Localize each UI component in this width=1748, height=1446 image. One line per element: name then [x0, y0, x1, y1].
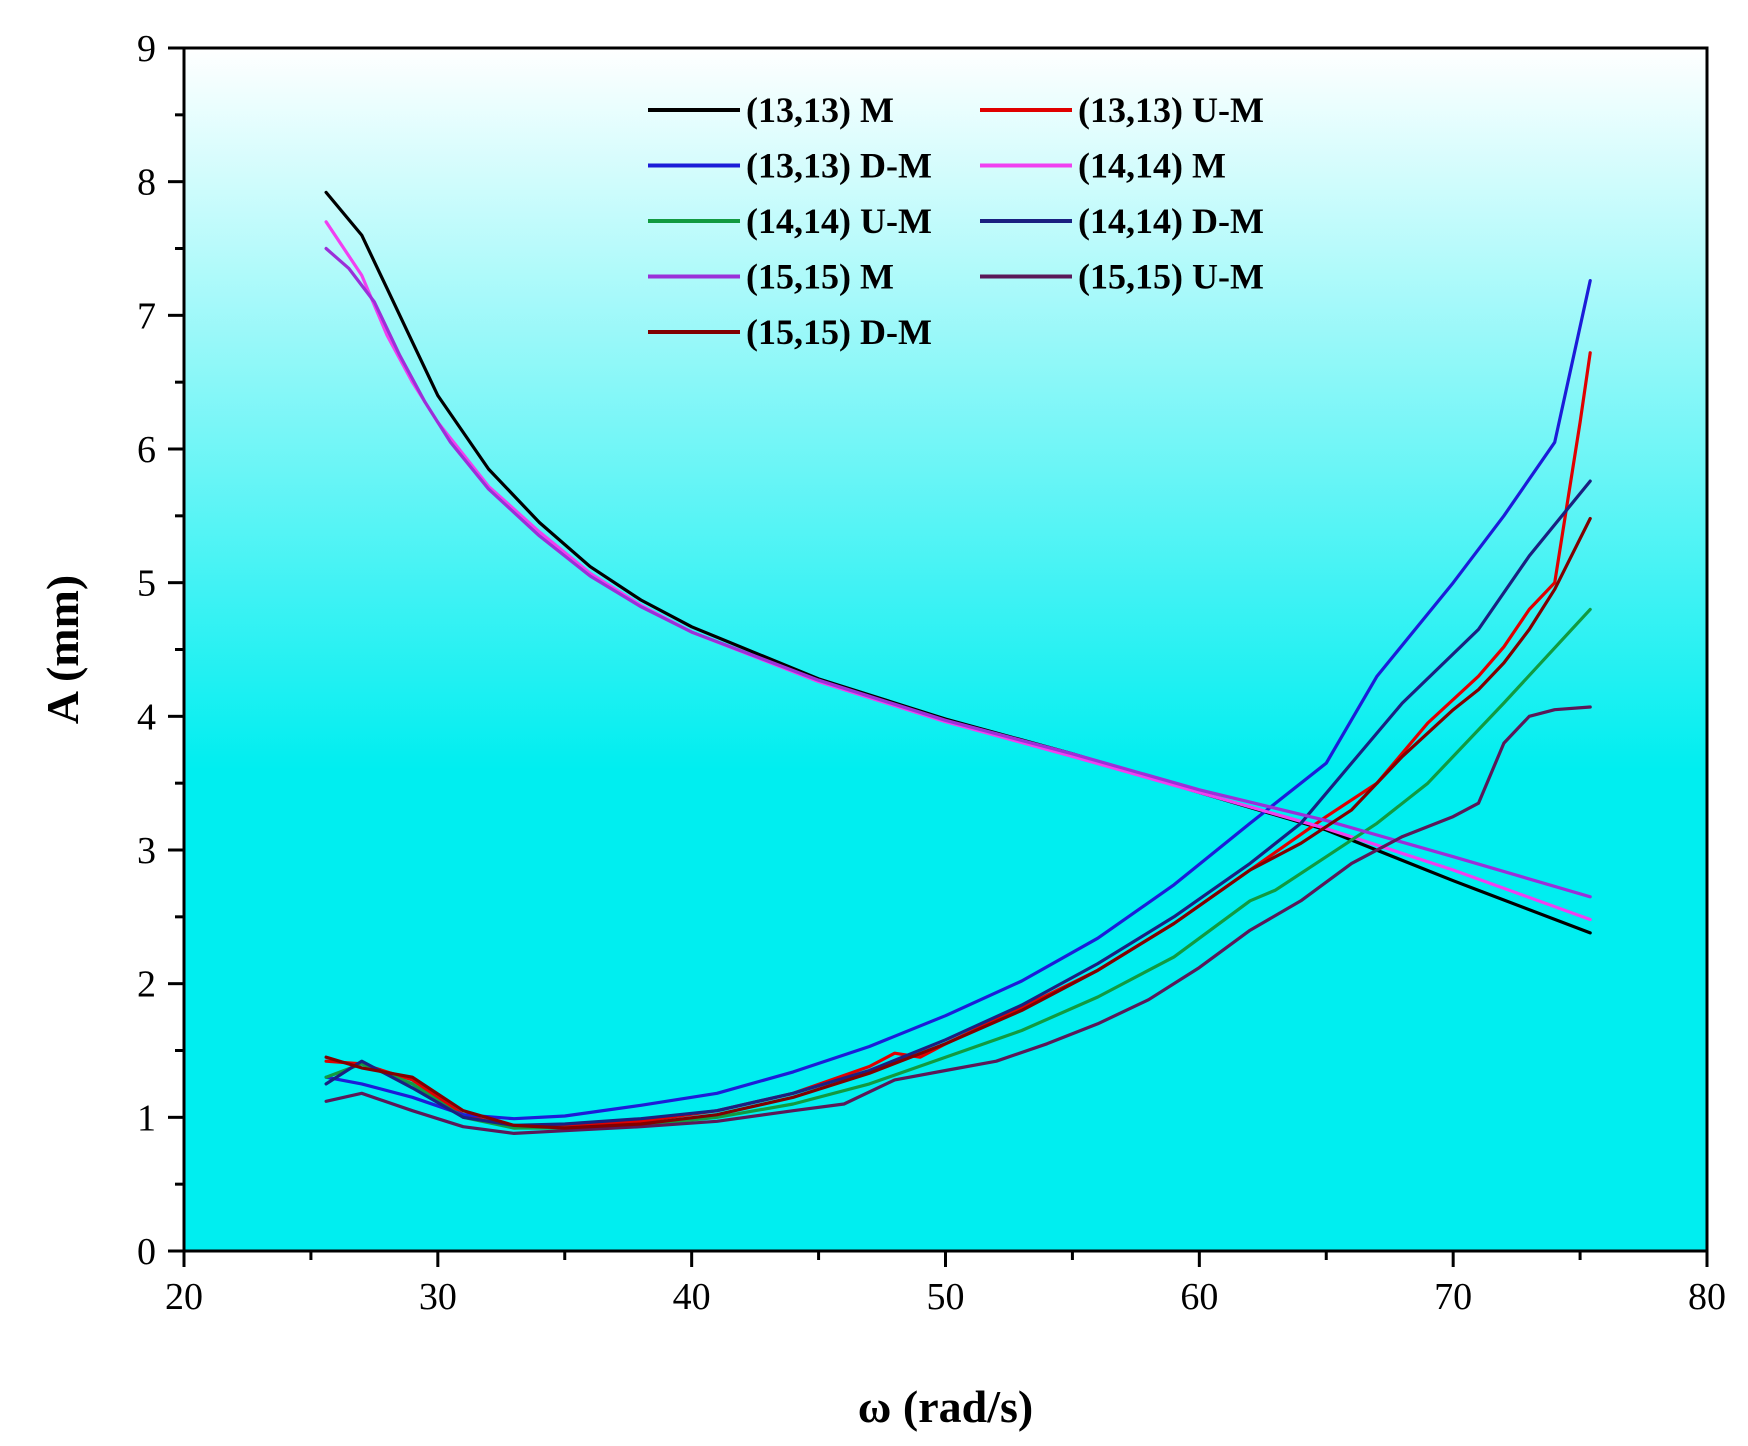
legend-label-4: (14,14) M: [1078, 146, 1226, 186]
y-tick-label: 2: [137, 964, 156, 1006]
x-tick-label: 60: [1180, 1276, 1218, 1318]
x-tick-label: 30: [419, 1276, 457, 1318]
series-line-6: [324, 479, 1592, 1127]
x-tick-label: 70: [1434, 1276, 1472, 1318]
y-tick-label: 1: [137, 1097, 156, 1139]
series-layer: [324, 190, 1592, 1135]
legend-label-8: (15,15) U-M: [1078, 257, 1264, 297]
legend-label-2: (13,13) U-M: [1078, 90, 1264, 130]
legend-label-3: (13,13) D-M: [746, 146, 932, 186]
series-line-9: [324, 516, 1592, 1130]
legend-label-7: (15,15) M: [746, 257, 894, 297]
legend-label-5: (14,14) U-M: [746, 201, 932, 241]
y-tick-label: 0: [137, 1231, 156, 1273]
x-tick-label: 80: [1688, 1276, 1726, 1318]
x-tick-label: 50: [927, 1276, 965, 1318]
legend-label-1: (13,13) M: [746, 90, 894, 130]
y-tick-label: 7: [137, 295, 156, 337]
y-tick-label: 4: [137, 696, 156, 738]
series-line-8: [324, 705, 1592, 1135]
y-tick-label: 6: [137, 429, 156, 471]
x-tick-label: 40: [673, 1276, 711, 1318]
y-tick-label: 5: [137, 563, 156, 605]
x-tick-label: 20: [165, 1276, 203, 1318]
x-axis-title: ω (rad/s): [858, 1381, 1033, 1432]
axes-layer: 20 30 40 50 60 70 80 0 1 2 3 4 5 6 7 8 9: [137, 28, 1726, 1318]
legend-label-6: (14,14) D-M: [1078, 201, 1264, 241]
plot-area: [184, 48, 1707, 1251]
y-axis-title: A (mm): [37, 575, 88, 724]
y-tick-label: 8: [137, 162, 156, 204]
y-tick-label: 3: [137, 830, 156, 872]
y-tick-label: 9: [137, 28, 156, 70]
series-line-7: [324, 246, 1592, 899]
legend-label-9: (15,15) D-M: [746, 312, 932, 352]
legend: (13,13) M (13,13) U-M (13,13) D-M (14,14) M…: [648, 90, 1264, 352]
